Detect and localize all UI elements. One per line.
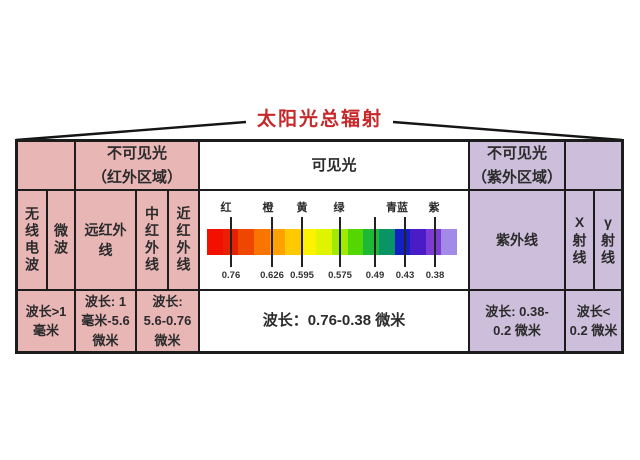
band-xray: X射线 bbox=[566, 191, 593, 289]
spectrum-color-segment bbox=[207, 229, 223, 255]
spectrum-color-segment bbox=[238, 229, 254, 255]
band-far-infrared: 远红外 线 bbox=[76, 191, 135, 289]
header-visible-light: 可见光 bbox=[200, 142, 468, 189]
spectrum-color-segment bbox=[316, 229, 332, 255]
spectrum-tick-value: 0.595 bbox=[290, 270, 314, 281]
wavelength-mid-near-infrared: 波长: 5.6-0.76 微米 bbox=[137, 291, 198, 351]
spectrum-color-segment bbox=[253, 229, 270, 255]
band-gamma-ray: γ射线 bbox=[595, 191, 621, 289]
spectrum-color-segment bbox=[425, 229, 442, 255]
spectrum-tick-value: 0.626 bbox=[260, 270, 284, 281]
spectrum-tick-value: 0.575 bbox=[328, 270, 352, 281]
spectrum-color-label: 黄 bbox=[296, 202, 308, 214]
spectrum-tick-line bbox=[374, 217, 376, 267]
spectrum-tick-value: 0.76 bbox=[221, 270, 241, 281]
spectrum-tick-value: 0.38 bbox=[425, 270, 445, 281]
spectrum-tick-line bbox=[339, 217, 341, 267]
header-ultraviolet-region: 不可见光 （紫外区域） bbox=[470, 142, 564, 189]
spectrum-tick-line bbox=[271, 217, 273, 267]
spectrum-color-segment bbox=[410, 229, 426, 255]
spectrum-tick-value: 0.49 bbox=[365, 270, 385, 281]
spectrum-color-segment bbox=[347, 229, 364, 255]
spectrum-color-label: 紫 bbox=[428, 202, 440, 214]
spectrum-color-segment bbox=[363, 229, 379, 255]
spectrum-color-label: 红 bbox=[220, 202, 232, 214]
spectrum-color-segment bbox=[394, 229, 411, 255]
wavelength-xray-gamma: 波长< 0.2 微米 bbox=[566, 291, 621, 351]
band-ultraviolet: 紫外线 bbox=[470, 191, 564, 289]
band-mid-infrared: 中红外线 bbox=[137, 191, 167, 289]
wavelength-radio-microwave: 波长>1 毫米 bbox=[18, 291, 74, 351]
spectrum-tick-line bbox=[404, 217, 406, 267]
band-near-infrared: 近红外线 bbox=[169, 191, 198, 289]
spectrum-color-segment bbox=[269, 229, 286, 255]
spectrum-color-segment bbox=[441, 229, 457, 255]
header-infrared-region: 不可见光 （红外区域） bbox=[76, 142, 198, 189]
spectrum-color-label: 橙 bbox=[262, 202, 274, 214]
spectrum-color-segment bbox=[378, 229, 395, 255]
rainbow-spectrum-bar bbox=[207, 229, 457, 255]
band-radio-waves: 无线电波 bbox=[18, 191, 46, 289]
spectrum-tick-line bbox=[301, 217, 303, 267]
spectrum-color-label: 绿 bbox=[333, 202, 345, 214]
spectrum-tick-line bbox=[434, 217, 436, 267]
spectrum-tick-line bbox=[230, 217, 232, 267]
page-title: 太阳光总辐射 bbox=[256, 109, 383, 130]
spectrum-color-label: 青蓝 bbox=[386, 202, 408, 214]
spectrum-color-segment bbox=[300, 229, 317, 255]
wavelength-far-infrared: 波长: 1 毫米-5.6 微米 bbox=[76, 291, 135, 351]
visible-spectrum-panel: 红 橙 黄 绿 青蓝 紫 0.76 0.626 0.595 0.575 0.49 0.43 0.38 bbox=[200, 191, 468, 289]
spectrum-color-segment bbox=[285, 229, 301, 255]
spectrum-table: 不可见光 （红外区域） 可见光 不可见光 （紫外区域） 无线电波 微波 远红外 … bbox=[15, 139, 624, 354]
spectrum-tick-value: 0.43 bbox=[395, 270, 415, 281]
header-empty-left-cell bbox=[18, 142, 74, 189]
header-empty-right-cell bbox=[566, 142, 621, 189]
wavelength-visible: 波长：0.76-0.38 微米 bbox=[200, 291, 468, 351]
band-microwave: 微波 bbox=[48, 191, 74, 289]
wavelength-ultraviolet: 波长: 0.38- 0.2 微米 bbox=[470, 291, 564, 351]
